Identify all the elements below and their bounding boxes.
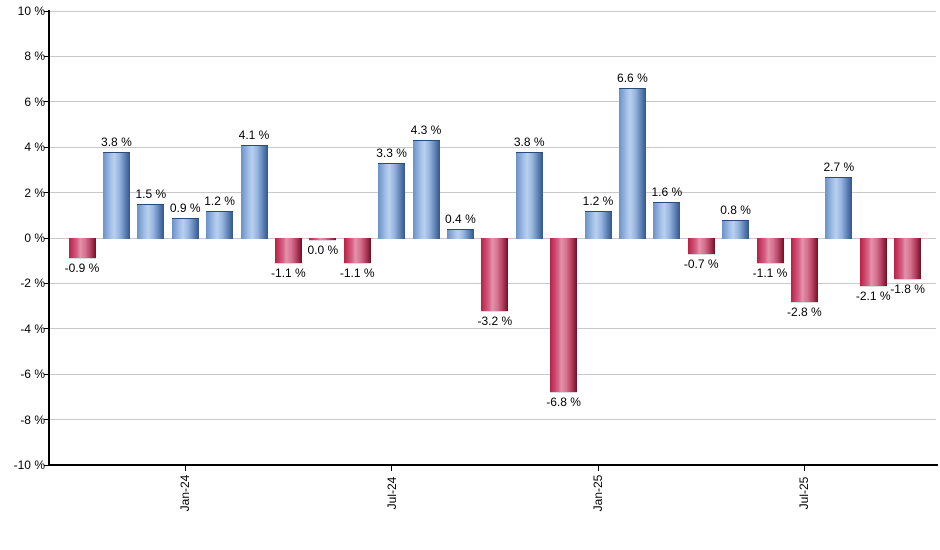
y-tick [44,55,49,57]
bar [68,238,96,260]
bar [274,238,302,264]
y-tick [44,192,49,194]
bar-value-label: 1.2 % [582,193,614,208]
bar [859,238,887,287]
bar-value-label: 4.3 % [410,123,442,138]
y-axis-label: 4 % [24,140,45,155]
bar-value-label: 1.6 % [651,184,683,199]
bar [102,151,130,239]
bar [756,238,784,264]
x-axis-label: Jan-24 [178,474,193,512]
bar-value-label: -1.8 % [890,281,925,296]
y-gridline [50,10,936,12]
bar-value-label: 3.8 % [101,134,132,149]
bar-value-label: -1.1 % [271,265,306,280]
bar-value-label: 0.0 % [307,242,339,257]
bar [515,151,543,239]
y-tick [44,373,49,375]
x-tick [597,466,599,471]
x-axis-label: Jul-25 [797,476,812,510]
bar-value-label: -3.2 % [477,313,513,328]
bar-value-label: 0.8 % [720,202,751,217]
bar-value-label: -0.7 % [683,256,719,271]
bar [584,210,612,239]
bar [446,228,474,239]
bar [137,203,165,239]
y-tick [44,10,49,12]
y-tick [44,146,49,148]
y-gridline [50,192,936,194]
y-gridline [50,328,936,330]
bar-value-label: -1.1 % [752,265,788,280]
y-axis-label: 6 % [24,94,45,109]
bar [894,238,922,280]
bar-value-label: 4.1 % [238,127,270,142]
y-axis-label: -4 % [20,321,45,336]
bar-value-label: 1.2 % [204,193,235,208]
bar-value-label: 6.6 % [617,71,648,86]
x-tick [803,466,805,471]
y-axis-label: 0 % [24,231,45,245]
x-axis-line [48,464,938,466]
bar-value-label: 0.9 % [169,200,201,215]
bar-value-label: -1.1 % [339,265,375,280]
bar-value-label: 3.8 % [513,134,545,149]
bar-value-label: 0.4 % [445,211,476,226]
bar-value-label: -0.9 % [64,261,100,276]
bar [687,238,715,255]
bar-value-label: -6.8 % [546,395,581,410]
bar-value-label: -2.1 % [855,288,891,303]
y-axis-label: 8 % [24,49,45,64]
bar [825,176,853,239]
bar [790,238,818,303]
y-axis-label: -10 % [13,458,45,472]
y-tick [44,419,49,421]
bar [412,140,440,239]
y-tick [44,101,49,103]
bar [550,238,578,394]
y-axis-label: -8 % [20,412,45,427]
y-gridline [50,146,936,148]
y-axis-label: 2 % [24,185,45,200]
x-axis-label: Jul-24 [384,476,399,510]
y-axis-label: -6 % [20,367,45,382]
y-gridline [50,55,936,57]
y-tick [44,282,49,284]
bar-value-label: 2.7 % [823,159,855,174]
y-axis-label: -2 % [20,276,45,291]
y-gridline [50,419,936,421]
y-tick [44,237,49,239]
y-tick [44,328,49,330]
y-axis-line [48,10,50,466]
bar-value-label: -2.8 % [787,304,822,319]
y-gridline [50,373,936,375]
x-tick [391,466,393,471]
bar [722,219,750,239]
y-axis-label: 10 % [17,4,45,18]
y-tick [44,464,49,466]
x-axis-label: Jan-25 [591,474,605,512]
bar-value-label: 3.3 % [376,146,407,161]
bar-value-label: 1.5 % [135,186,167,201]
bar [618,88,646,239]
bar [206,210,234,239]
y-gridline [50,101,936,103]
bar [171,217,199,239]
bar [309,238,337,241]
x-tick [184,466,186,471]
bar [343,238,371,264]
bar [378,163,406,239]
bar [481,238,509,312]
bar [653,201,681,239]
bar [240,144,268,239]
